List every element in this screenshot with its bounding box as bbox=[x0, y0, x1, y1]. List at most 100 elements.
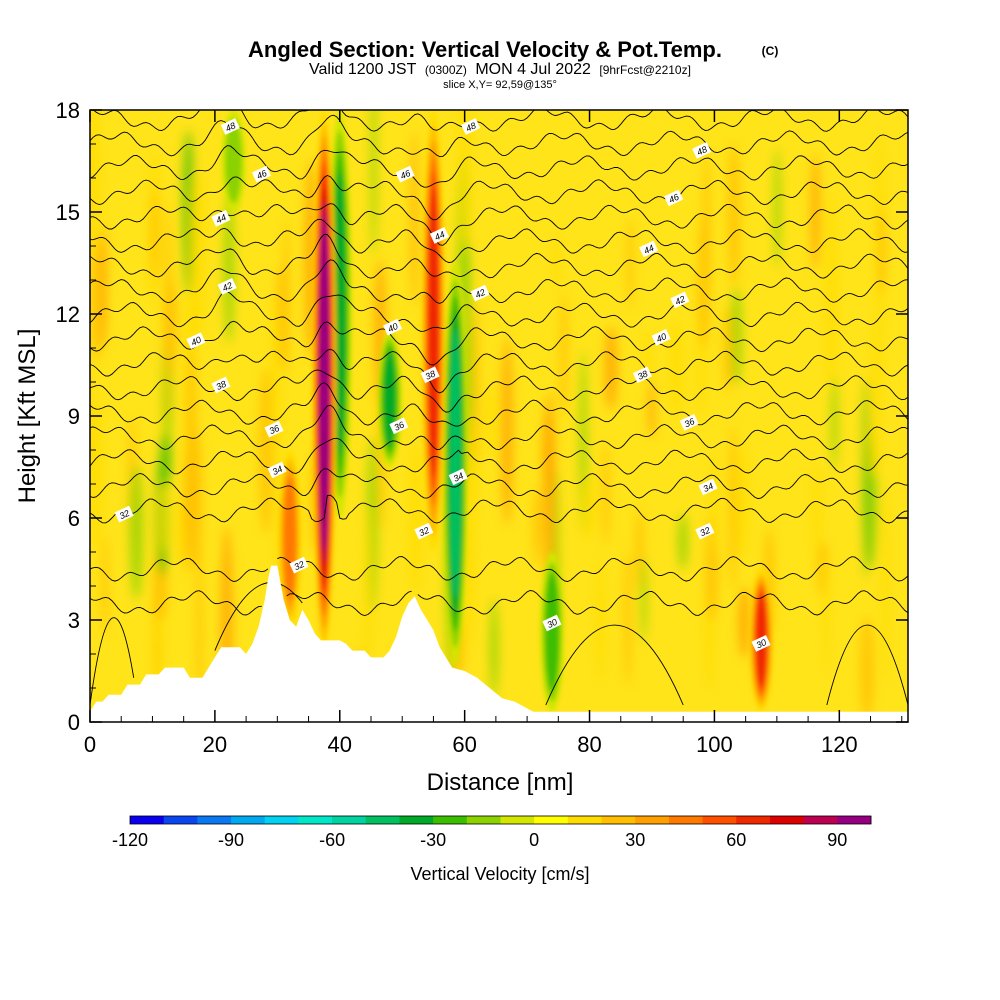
velocity-streak bbox=[677, 513, 689, 570]
velocity-streak bbox=[151, 189, 160, 282]
contour-label-text: 34 bbox=[702, 481, 715, 494]
x-tick-label: 60 bbox=[452, 732, 476, 757]
isentrope-line bbox=[90, 348, 908, 394]
contour-label: 32 bbox=[114, 505, 134, 523]
contour-label: 34 bbox=[698, 478, 718, 496]
contour-label-box bbox=[695, 522, 715, 540]
contour-label-box bbox=[448, 468, 468, 486]
contour-label: 42 bbox=[217, 277, 237, 295]
velocity-streak bbox=[282, 219, 290, 379]
contour-label-text: 38 bbox=[424, 369, 437, 382]
subtitle-utc: (0300Z) bbox=[425, 63, 467, 77]
contour-label-box bbox=[267, 461, 287, 479]
contour-label: 38 bbox=[420, 366, 440, 384]
contour-label-box bbox=[220, 118, 240, 135]
x-tick-label: 80 bbox=[577, 732, 601, 757]
velocity-streak bbox=[129, 464, 144, 600]
velocity-streak bbox=[635, 508, 644, 589]
contour-label: 30 bbox=[542, 614, 562, 632]
velocity-streak bbox=[710, 454, 719, 555]
velocity-streak bbox=[728, 425, 737, 590]
updraft-core bbox=[319, 213, 329, 551]
y-tick-label: 0 bbox=[68, 710, 80, 735]
contour-label-text: 32 bbox=[118, 508, 131, 521]
contour-label: 40 bbox=[383, 318, 403, 336]
contour-label: 44 bbox=[429, 226, 450, 244]
contour-label-text: 40 bbox=[190, 335, 203, 348]
contour-label-text: 44 bbox=[642, 243, 655, 256]
contour-label-text: 48 bbox=[695, 144, 708, 157]
y-tick-label: 18 bbox=[56, 98, 80, 123]
velocity-streak bbox=[703, 154, 711, 282]
isentrope-line bbox=[90, 590, 908, 616]
contour-label-text: 32 bbox=[293, 559, 306, 572]
contour-label-box bbox=[389, 417, 409, 435]
contour-label-box bbox=[692, 141, 712, 159]
isentrope-line bbox=[90, 320, 908, 366]
contour-label-text: 42 bbox=[474, 287, 487, 300]
velocity-streak bbox=[223, 194, 235, 344]
contour-label: 46 bbox=[251, 165, 272, 183]
plot-background bbox=[90, 110, 908, 722]
colorbar-swatch bbox=[332, 816, 367, 824]
contour-label: 46 bbox=[395, 165, 415, 183]
contour-label-text: 34 bbox=[452, 471, 465, 484]
terrain bbox=[90, 565, 908, 722]
downdraft-core bbox=[225, 119, 243, 203]
contour-label-text: 36 bbox=[392, 420, 405, 433]
contour-label: 46 bbox=[664, 189, 684, 207]
colorbar: -120 -90 -60 -30 0 30 60 90 bbox=[112, 815, 872, 850]
contour-label-box bbox=[632, 366, 652, 384]
contour-label-box bbox=[251, 165, 272, 183]
colorbar-swatch bbox=[837, 816, 872, 824]
isentrope-line bbox=[90, 369, 908, 413]
colorbar-tick-label: 90 bbox=[827, 830, 847, 850]
contour-label-box bbox=[429, 226, 450, 244]
contour-label-text: 32 bbox=[417, 525, 430, 538]
contour-label: 34 bbox=[448, 468, 468, 486]
chart-subtitle: Valid 1200 JST (0300Z) MON 4 Jul 2022 [9… bbox=[309, 61, 691, 78]
velocity-streak bbox=[270, 297, 281, 453]
colorbar-swatch bbox=[264, 816, 299, 824]
velocity-streak bbox=[812, 464, 822, 559]
contour-label: 48 bbox=[220, 118, 240, 135]
colorbar-swatch bbox=[601, 816, 636, 824]
contour-label-box bbox=[751, 634, 771, 652]
chart-title-tag: (C) bbox=[762, 44, 779, 58]
isentrope-line bbox=[90, 382, 908, 427]
x-tick-label: 0 bbox=[84, 732, 96, 757]
contour-label-text: 46 bbox=[255, 168, 268, 181]
isentrope-line bbox=[90, 233, 908, 279]
velocity-streak bbox=[543, 392, 556, 582]
velocity-streak bbox=[533, 487, 542, 565]
contour-label-text: 30 bbox=[545, 617, 558, 630]
contour-label-text: 40 bbox=[655, 331, 668, 344]
isentrope-line bbox=[826, 624, 908, 706]
velocity-streak bbox=[90, 361, 94, 491]
velocity-streak bbox=[471, 301, 480, 468]
velocity-streak bbox=[877, 206, 887, 297]
velocity-streak bbox=[735, 442, 749, 560]
contour-label-text: 38 bbox=[214, 379, 227, 392]
colorbar-frame bbox=[129, 815, 872, 825]
contour-label-box bbox=[664, 189, 684, 207]
velocity-streak bbox=[830, 375, 838, 470]
colorbar-tick-label: -60 bbox=[319, 830, 345, 850]
contour-label-text: 30 bbox=[755, 637, 768, 650]
contour-label: 42 bbox=[470, 284, 490, 302]
colorbar-swatch bbox=[163, 816, 198, 824]
contour-label-box bbox=[651, 328, 671, 346]
contour-label-box bbox=[395, 165, 415, 183]
isentrope-line bbox=[90, 556, 908, 582]
contour-label: 32 bbox=[289, 556, 309, 574]
contour-label-box bbox=[289, 556, 309, 574]
colorbar-tick-label: -30 bbox=[420, 830, 446, 850]
contour-label-box bbox=[114, 505, 134, 523]
subtitle-forecast: [9hrFcst@2210z] bbox=[599, 63, 691, 77]
contour-label-text: 34 bbox=[271, 464, 284, 477]
contour-label: 36 bbox=[264, 420, 284, 438]
contour-label-text: 48 bbox=[224, 120, 237, 133]
contour-label-text: 44 bbox=[214, 212, 227, 225]
colorbar-tick-label: 60 bbox=[726, 830, 746, 850]
velocity-streak bbox=[640, 556, 647, 642]
